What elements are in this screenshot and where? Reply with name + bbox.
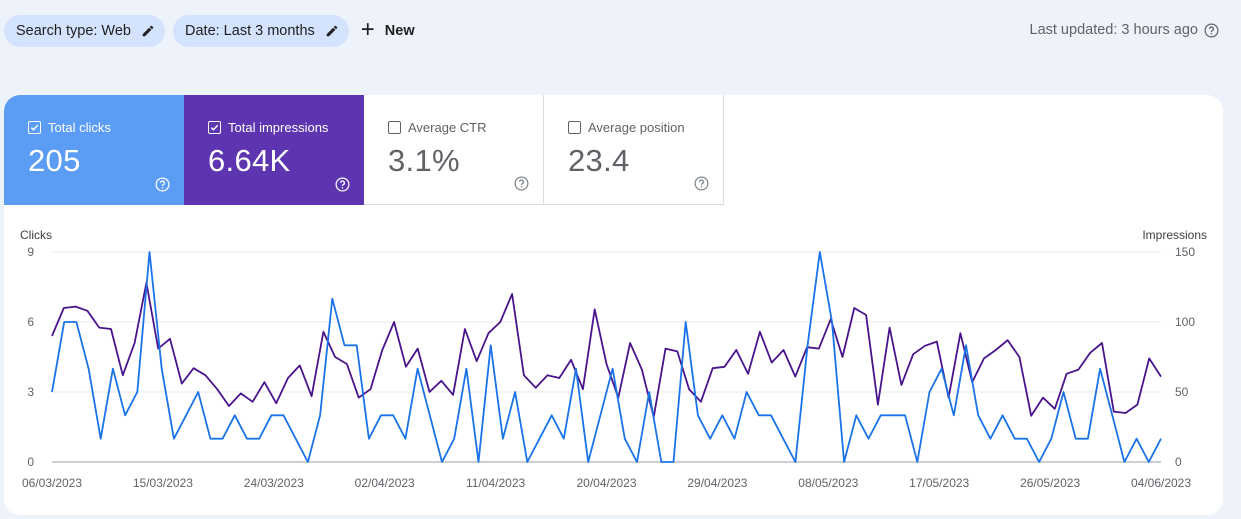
x-tick-label: 20/04/2023 <box>576 476 636 490</box>
new-filter-button[interactable]: + New <box>357 15 427 47</box>
y-right-tick-label: 50 <box>1175 385 1189 399</box>
y-left-tick-label: 6 <box>27 315 34 329</box>
x-tick-label: 08/05/2023 <box>798 476 858 490</box>
plus-icon: + <box>360 16 375 43</box>
y-left-tick-label: 3 <box>27 385 34 399</box>
impressions-series-line <box>51 281 1162 419</box>
date-range-label: Date: Last 3 months <box>185 23 315 39</box>
performance-chart: 0 3 6 9 0 50 100 150 Clicks Impressions 06/03/2023… <box>20 228 1207 490</box>
last-updated-text: Last updated: 3 hours ago <box>1029 22 1199 38</box>
help-icon[interactable] <box>155 177 170 192</box>
help-icon[interactable] <box>694 176 709 191</box>
metric-value: 3.1% <box>388 143 460 178</box>
y-right-tick-label: 150 <box>1175 245 1195 259</box>
x-tick-label: 24/03/2023 <box>244 476 304 490</box>
checkbox-checked-icon[interactable] <box>208 121 221 134</box>
metric-total-impressions[interactable]: Total impressions 6.64K <box>184 95 364 205</box>
y-right-tick-label: 100 <box>1175 315 1195 329</box>
metric-label: Total impressions <box>228 120 329 135</box>
search-type-chip[interactable]: Search type: Web <box>4 15 165 47</box>
x-tick-label: 11/04/2023 <box>466 476 525 490</box>
edit-pencil-icon <box>326 25 338 37</box>
search-type-label: Search type: Web <box>16 23 131 39</box>
metric-value: 6.64K <box>208 143 291 178</box>
help-icon[interactable] <box>1204 23 1219 38</box>
checkbox-checked-icon[interactable] <box>28 121 41 134</box>
checkbox-unchecked-icon[interactable] <box>388 121 401 134</box>
date-range-chip[interactable]: Date: Last 3 months <box>173 15 349 47</box>
metric-label: Average CTR <box>408 120 487 135</box>
y-right-axis-label: Impressions <box>1142 228 1207 242</box>
x-tick-label: 06/03/2023 <box>22 476 82 490</box>
metric-total-clicks[interactable]: Total clicks 205 <box>4 95 184 205</box>
x-tick-label: 15/03/2023 <box>133 476 193 490</box>
x-tick-label: 04/06/2023 <box>1131 476 1191 490</box>
y-left-tick-label: 0 <box>27 455 34 469</box>
x-tick-label: 26/05/2023 <box>1020 476 1080 490</box>
new-filter-label: New <box>384 23 415 39</box>
y-left-tick-label: 9 <box>27 245 34 259</box>
x-tick-label: 29/04/2023 <box>687 476 747 490</box>
help-icon[interactable] <box>335 177 350 192</box>
x-tick-label: 17/05/2023 <box>909 476 969 490</box>
metric-label: Average position <box>588 120 685 135</box>
checkbox-unchecked-icon[interactable] <box>568 121 581 134</box>
y-right-tick-label: 0 <box>1175 455 1182 469</box>
help-icon[interactable] <box>514 176 529 191</box>
last-updated: Last updated: 3 hours ago <box>1030 22 1220 38</box>
metric-label: Total clicks <box>48 120 111 135</box>
metric-tabs: Total clicks 205 Total impressions 6.64K… <box>4 95 724 205</box>
performance-card: Total clicks 205 Total impressions 6.64K… <box>4 95 1223 515</box>
metric-value: 205 <box>28 143 81 178</box>
clicks-series-line <box>51 251 1162 463</box>
metric-value: 23.4 <box>568 143 630 178</box>
x-tick-label: 02/04/2023 <box>355 476 415 490</box>
metric-average-ctr[interactable]: Average CTR 3.1% <box>364 95 544 205</box>
y-left-axis-label: Clicks <box>20 228 52 242</box>
edit-pencil-icon <box>142 25 154 37</box>
metric-average-position[interactable]: Average position 23.4 <box>544 95 724 205</box>
filter-bar: Search type: Web Date: Last 3 months + N… <box>4 15 427 47</box>
